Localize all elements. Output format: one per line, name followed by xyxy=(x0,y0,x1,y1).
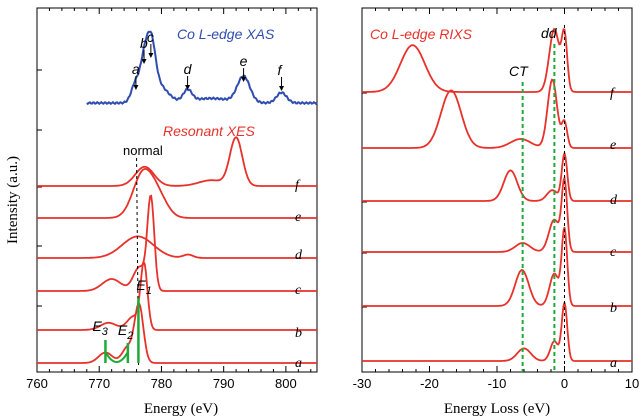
right-panel: -30 -20 -10 0 10 a b c d e f xyxy=(353,7,639,391)
normal-label: normal xyxy=(123,143,163,158)
xas-marker-arrowhead-e xyxy=(241,77,247,82)
peak-label-e1-sub: 1 xyxy=(146,285,152,297)
peak-label-e2-letter: E xyxy=(118,322,128,338)
right-x-tick-label: 10 xyxy=(625,376,639,391)
left-frame xyxy=(36,7,318,373)
left-series-a xyxy=(37,302,317,364)
peak-label-e3: E3 xyxy=(92,318,108,338)
peak-label-e2: E2 xyxy=(118,322,133,342)
right-series-label-f: f xyxy=(610,86,616,101)
peak-marker-arc xyxy=(104,351,129,363)
right-x-tick-label: -20 xyxy=(420,376,439,391)
right-series-label-d: d xyxy=(610,193,618,208)
right-series-e xyxy=(362,78,632,149)
xas-marker-label-f: f xyxy=(278,62,284,78)
left-series-c xyxy=(37,194,317,292)
xas-curve xyxy=(86,30,318,106)
right-series-label-e: e xyxy=(610,138,616,153)
right-series-c xyxy=(362,174,632,253)
peak-label-e3-sub: 3 xyxy=(102,326,109,338)
dd-label: dd xyxy=(541,25,558,41)
left-x-tick-label: 790 xyxy=(213,376,235,391)
xas-marker-arrowhead-f xyxy=(279,86,285,91)
xas-marker-arrowhead-c xyxy=(148,53,154,58)
rixs-title: Co L-edge RIXS xyxy=(370,26,473,42)
left-x-tick-label: 800 xyxy=(275,376,297,391)
left-x-axis-label: Energy (eV) xyxy=(144,401,218,417)
left-series-label-c: c xyxy=(295,283,302,298)
right-series-d xyxy=(362,150,632,202)
xas-title: Co L-edge XAS xyxy=(177,26,275,42)
left-series-label-d: d xyxy=(295,248,303,263)
peak-label-e3-letter: E xyxy=(92,318,102,334)
ct-label: CT xyxy=(509,63,529,79)
left-series-b xyxy=(37,259,317,331)
right-series-b xyxy=(362,226,632,307)
left-series-label-f: f xyxy=(295,178,301,193)
right-x-tick-label: -30 xyxy=(353,376,372,391)
right-x-axis-label: Energy Loss (eV) xyxy=(444,401,550,417)
right-series-label-b: b xyxy=(610,301,617,316)
right-x-tick-label: 0 xyxy=(561,376,568,391)
xas-marker-label-e: e xyxy=(240,53,248,69)
y-axis-label: Intensity (a.u.) xyxy=(5,156,21,244)
xas-marker-arrowhead-a xyxy=(133,85,139,90)
xes-title: Resonant XES xyxy=(163,123,255,139)
right-series-f xyxy=(362,27,632,93)
left-x-tick-label: 770 xyxy=(88,376,110,391)
right-frame xyxy=(361,7,633,373)
left-series-e xyxy=(37,167,317,219)
left-series-d xyxy=(37,235,317,259)
right-series-label-c: c xyxy=(610,245,617,260)
xas-marker-label-d: d xyxy=(184,61,193,77)
xas-marker-arrowhead-b xyxy=(141,59,147,64)
right-x-tick-label: -10 xyxy=(488,376,507,391)
right-series-a xyxy=(362,302,632,362)
xas-marker-label-c: c xyxy=(147,29,154,45)
peak-label-e1-letter: E xyxy=(136,277,146,293)
normal-dashed-line xyxy=(136,157,140,366)
left-x-tick-label: 760 xyxy=(26,376,48,391)
left-series-f xyxy=(37,136,317,187)
left-series-label-e: e xyxy=(295,210,301,225)
xas-marker-arrowhead-d xyxy=(185,85,191,90)
left-x-tick-label: 780 xyxy=(151,376,173,391)
right-series-label-a: a xyxy=(610,356,617,371)
left-series-label-a: a xyxy=(295,356,302,371)
left-series-label-b: b xyxy=(295,326,302,341)
peak-label-e1: E1 xyxy=(136,277,151,297)
xas-marker-label-b: b xyxy=(140,35,148,51)
xas-marker-label-a: a xyxy=(132,61,140,77)
peak-label-e2-sub: 2 xyxy=(126,330,133,342)
